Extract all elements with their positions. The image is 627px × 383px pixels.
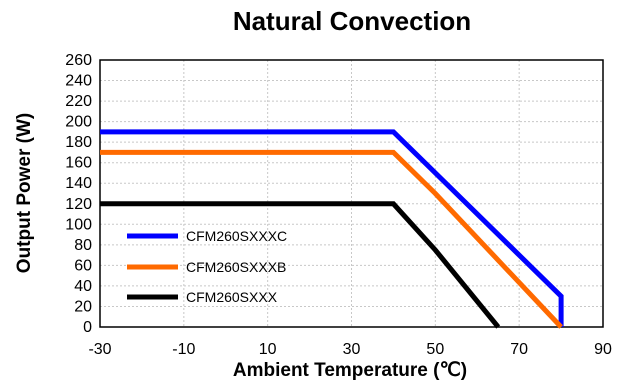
x-tick-label: 30	[343, 341, 361, 358]
chart-title: Natural Convection	[233, 6, 471, 36]
x-axis-ticks: -30 -10 10 30 50 70 90	[88, 341, 612, 358]
y-tick-label: 40	[74, 278, 92, 295]
legend: CFM260SXXXC CFM260SXXXB CFM260SXXX	[127, 228, 287, 305]
y-tick-label: 120	[65, 196, 92, 213]
legend-label: CFM260SXXX	[186, 289, 278, 305]
x-tick-label: 90	[594, 341, 612, 358]
y-tick-label: 260	[65, 52, 92, 69]
x-tick-label: 70	[510, 341, 528, 358]
y-tick-label: 80	[74, 237, 92, 254]
x-tick-label: 10	[259, 341, 277, 358]
y-axis-ticks: 0 20 40 60 80 100 120 140 160 180 200 220 240 260	[65, 52, 92, 336]
x-axis-title: Ambient Temperature (℃)	[233, 360, 467, 381]
series-layer	[100, 129, 564, 329]
x-tick-label: -30	[88, 341, 111, 358]
legend-label: CFM260SXXXB	[186, 259, 286, 275]
series-line-3	[100, 201, 501, 329]
x-tick-label: -10	[172, 341, 195, 358]
y-tick-label: 60	[74, 257, 92, 274]
grid-layer	[100, 60, 603, 327]
series-line-1	[100, 129, 564, 327]
y-tick-label: 100	[65, 216, 92, 233]
y-tick-label: 0	[83, 319, 92, 336]
y-axis-title: Output Power (W)	[14, 113, 35, 273]
y-tick-label: 160	[65, 155, 92, 172]
y-tick-label: 220	[65, 93, 92, 110]
x-tick-label: 50	[426, 341, 444, 358]
legend-label: CFM260SXXXC	[186, 228, 287, 244]
plot-area	[99, 59, 604, 328]
y-tick-label: 200	[65, 114, 92, 131]
y-tick-label: 180	[65, 134, 92, 151]
y-tick-label: 20	[74, 298, 92, 315]
y-tick-label: 140	[65, 175, 92, 192]
y-tick-label: 240	[65, 73, 92, 90]
series-line-2	[100, 149, 563, 329]
